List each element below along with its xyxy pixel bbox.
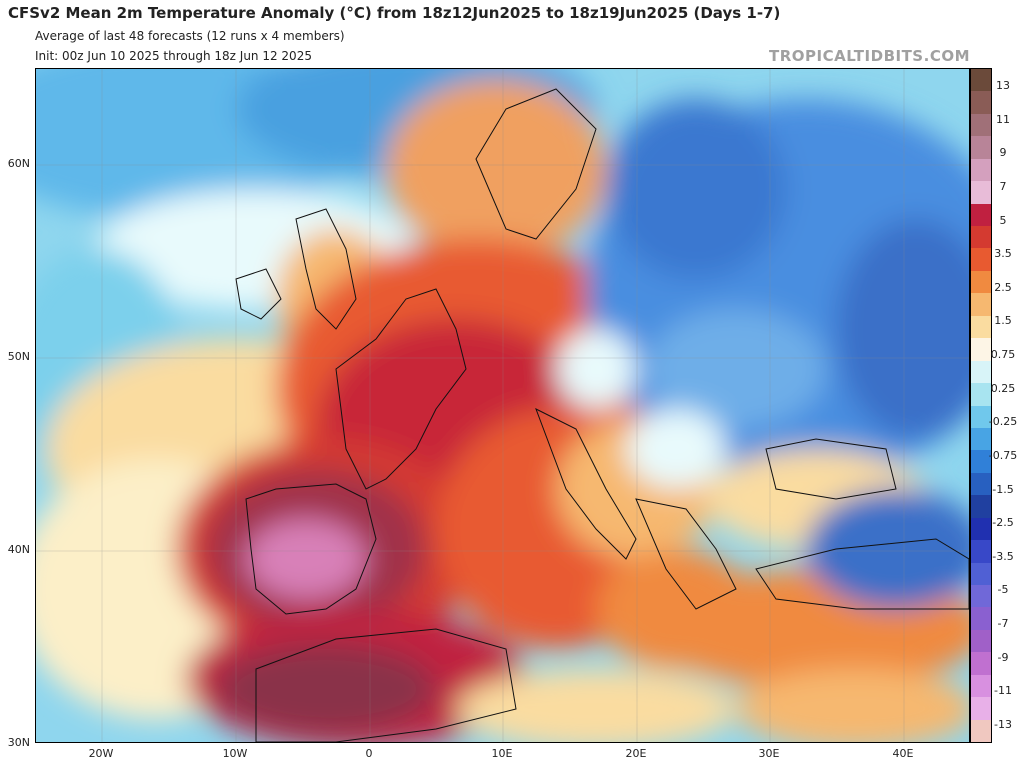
colorbar-segment xyxy=(971,652,991,676)
colorbar-label: 1.5 xyxy=(994,314,1012,328)
colorbar-label: -0.75 xyxy=(988,448,1018,462)
colorbar-segment xyxy=(971,472,991,496)
colorbar-segment xyxy=(971,113,991,137)
colorbar-label: 2.5 xyxy=(994,280,1012,294)
colorbar-label: -9 xyxy=(997,650,1009,664)
map-canvas xyxy=(0,39,1024,749)
colorbar-label: -13 xyxy=(994,718,1012,731)
colorbar-segment xyxy=(971,293,991,317)
map-title: CFSv2 Mean 2m Temperature Anomaly (°C) f… xyxy=(8,4,781,22)
colorbar-segment xyxy=(971,360,991,384)
temperature-anomaly-map xyxy=(0,39,1024,749)
colorbar-segment xyxy=(971,629,991,653)
lon-label-20w: 20W xyxy=(88,747,114,760)
lat-label-60n: 60N xyxy=(7,157,30,170)
colorbar-segment xyxy=(971,248,991,272)
colorbar-segment xyxy=(971,270,991,294)
colorbar-segment xyxy=(971,495,991,519)
colorbar-segment xyxy=(971,674,991,698)
colorbar-segment xyxy=(971,607,991,631)
colorbar-label: 5 xyxy=(999,213,1007,227)
colorbar-label: 7 xyxy=(999,179,1007,193)
colorbar-segment xyxy=(971,69,991,92)
colorbar-segment xyxy=(971,203,991,227)
colorbar-segment xyxy=(971,450,991,474)
colorbar-label: 3.5 xyxy=(994,247,1012,261)
lon-label-10e: 10E xyxy=(491,747,513,760)
colorbar-label: -1.5 xyxy=(992,482,1014,496)
colorbar-label: -3.5 xyxy=(992,549,1014,563)
map-subtitle-init: Init: 00z Jun 10 2025 through 18z Jun 12… xyxy=(35,49,312,63)
colorbar-label: 13 xyxy=(996,79,1010,92)
colorbar-label: -11 xyxy=(994,684,1012,698)
colorbar-label: 9 xyxy=(999,146,1007,160)
colorbar-segment xyxy=(971,562,991,586)
colorbar-segment xyxy=(971,181,991,205)
lat-label-50n: 50N xyxy=(7,350,30,363)
colorbar-segment xyxy=(971,540,991,564)
colorbar-label: 0.25 xyxy=(990,381,1016,395)
lat-label-40n: 40N xyxy=(7,543,30,556)
colorbar-label: -0.25 xyxy=(988,415,1018,429)
colorbar-label: -5 xyxy=(997,583,1009,597)
colorbar-segment xyxy=(971,697,991,721)
colorbar-segment xyxy=(971,226,991,249)
colorbar-label: -7 xyxy=(997,617,1009,631)
colorbar-label: 11 xyxy=(996,112,1010,126)
colorbar-segment xyxy=(971,338,991,362)
lon-label-20e: 20E xyxy=(625,747,647,760)
colorbar-segment xyxy=(971,517,991,541)
lon-label-30e: 30E xyxy=(758,747,780,760)
colorbar-segment xyxy=(971,719,991,743)
map-subtitle-forecasts: Average of last 48 forecasts (12 runs x … xyxy=(35,29,345,43)
colorbar-label: -2.5 xyxy=(992,516,1014,530)
colorbar-segment xyxy=(971,427,991,451)
colorbar xyxy=(970,68,992,743)
lon-label-40e: 40E xyxy=(892,747,914,760)
colorbar-segment xyxy=(971,91,991,115)
colorbar-label: 0.75 xyxy=(990,348,1016,362)
colorbar-segment xyxy=(971,584,991,608)
colorbar-segment xyxy=(971,136,991,160)
colorbar-segment xyxy=(971,405,991,429)
colorbar-segment xyxy=(971,383,991,406)
lat-label-30n: 30N xyxy=(7,736,30,749)
colorbar-segment xyxy=(971,158,991,182)
lon-label-0: 0 xyxy=(365,747,373,760)
brand-watermark: TROPICALTIDBITS.COM xyxy=(769,47,970,65)
lon-label-10w: 10W xyxy=(222,747,248,760)
colorbar-segment xyxy=(971,315,991,339)
